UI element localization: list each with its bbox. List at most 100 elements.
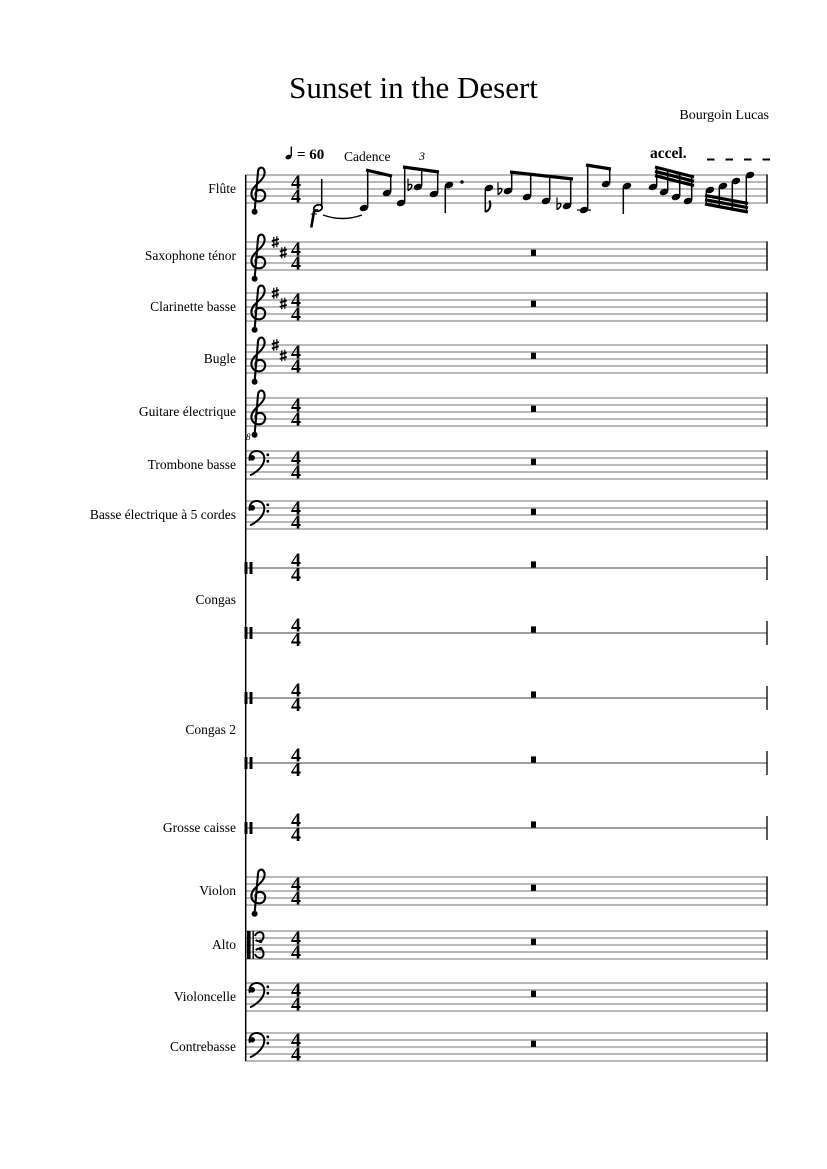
time-signature-numerator: 4: [291, 810, 301, 832]
flat-icon: [407, 178, 413, 192]
time-signature-numerator: 4: [291, 448, 301, 470]
time-signature-denominator: 4: [291, 253, 301, 275]
beam: [704, 193, 749, 205]
flute-music: [312, 163, 755, 220]
flat-icon: [556, 197, 562, 211]
treble-clef-icon: [250, 166, 267, 215]
note-head: [562, 202, 572, 210]
note-head: [622, 182, 632, 190]
whole-rest: [531, 249, 536, 256]
note-head: [745, 171, 755, 179]
note-head: [484, 184, 494, 192]
whole-rest: [531, 884, 536, 891]
staff-label-congas-a: Congas: [195, 592, 237, 607]
staff-label-tenor-sax: Saxophone ténor: [144, 248, 236, 263]
eighth-flag: [484, 200, 492, 213]
tempo-text: Cadence: [344, 149, 391, 164]
time-signature-denominator: 4: [291, 694, 301, 716]
time-signature-numerator: 4: [291, 498, 301, 520]
time-signature-denominator: 4: [291, 462, 301, 484]
staff-double-bass: 44: [245, 1030, 768, 1066]
tuplet-number: 3: [419, 149, 425, 163]
time-signature-denominator: 4: [291, 1044, 301, 1066]
time-signature-denominator: 4: [291, 629, 301, 651]
time-signature-denominator: 4: [291, 759, 301, 781]
time-signature-denominator: 4: [291, 186, 301, 208]
bass-clef-icon: [248, 499, 270, 526]
beam: [402, 165, 440, 174]
whole-rest: [531, 458, 536, 465]
note-head: [671, 193, 681, 201]
time-signature-numerator: 4: [291, 874, 301, 896]
bass-clef-icon: [248, 449, 270, 476]
beam: [585, 163, 612, 171]
sharp-icon: [279, 297, 288, 310]
time-signature-numerator: 4: [291, 239, 301, 261]
metronome-note-icon: [285, 146, 292, 160]
time-signature-denominator: 4: [291, 564, 301, 586]
beam: [654, 174, 695, 188]
staff-label-congas2-a: Congas 2: [185, 722, 236, 737]
staff-electric-bass-5: 44: [245, 498, 768, 534]
whole-rest: [531, 300, 536, 307]
whole-rest: [531, 990, 536, 997]
time-signature-numerator: 4: [291, 615, 301, 637]
whole-rest: [531, 352, 536, 359]
whole-rest: [531, 405, 536, 412]
staff-label-cello: Violoncelle: [173, 989, 236, 1004]
note-head: [429, 190, 439, 198]
whole-rest: [531, 508, 536, 515]
accel-text: accel.: [650, 145, 687, 162]
note-head: [648, 183, 658, 191]
time-signature-numerator: 4: [291, 342, 301, 364]
treble-clef-icon: [250, 284, 267, 333]
beam: [509, 170, 574, 181]
treble-clef-icon: [250, 389, 267, 438]
note-head: [731, 177, 741, 185]
time-signature-denominator: 4: [291, 888, 301, 910]
dynamic-marking: f: [310, 206, 317, 228]
staff-label-violin: Violon: [199, 883, 236, 898]
time-signature-denominator: 4: [291, 994, 301, 1016]
flat-icon: [497, 182, 503, 196]
note-head: [382, 189, 392, 197]
note-head: [359, 204, 369, 212]
note-head: [601, 180, 611, 188]
tie: [322, 214, 363, 220]
time-signature-numerator: 4: [291, 680, 301, 702]
whole-rest: [531, 691, 536, 698]
beam: [365, 168, 393, 178]
time-signature-denominator: 4: [291, 356, 301, 378]
note-head: [396, 199, 406, 207]
sharp-icon: [271, 287, 280, 299]
staff-label-electric-bass-5: Basse électrique à 5 cordes: [89, 507, 236, 522]
sharp-icon: [271, 236, 280, 248]
time-signature-denominator: 4: [291, 512, 301, 534]
staff-label-bass-drum: Grosse caisse: [162, 820, 236, 835]
note-head: [312, 203, 324, 213]
staff-viola: 44: [245, 928, 768, 964]
time-signature-numerator: 4: [291, 395, 301, 417]
sharp-icon: [279, 349, 288, 362]
sharp-icon: [279, 246, 288, 259]
treble-clef-icon: [250, 336, 267, 385]
staff-label-double-bass: Contrebasse: [170, 1039, 236, 1054]
alto-clef-icon: [247, 931, 265, 959]
time-signature-numerator: 4: [291, 550, 301, 572]
staff-label-bass-clarinet: Clarinette basse: [150, 299, 236, 314]
note-head: [522, 193, 532, 201]
whole-rest: [531, 626, 536, 633]
staff-congas-b: 44: [244, 615, 768, 651]
note-head: [718, 182, 728, 190]
staff-bass-trombone: 44: [245, 448, 768, 484]
staff-tenor-sax: 44: [245, 233, 768, 282]
staff-label-bugle: Bugle: [203, 351, 236, 366]
beam: [704, 198, 749, 210]
time-signature-numerator: 4: [291, 1030, 301, 1052]
treble-clef-icon: [250, 868, 267, 917]
treble-clef-icon: [250, 233, 267, 282]
page-title: Sunset in the Desert: [289, 70, 538, 105]
beam: [704, 202, 749, 214]
